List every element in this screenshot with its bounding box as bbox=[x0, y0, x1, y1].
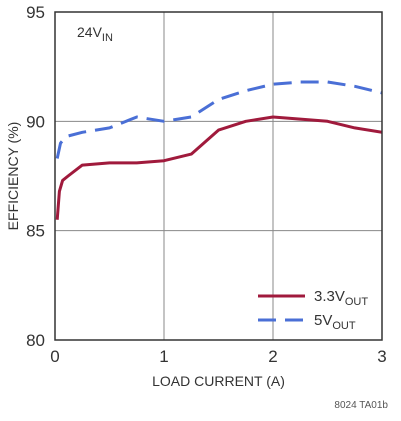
condition-annotation: 24VIN bbox=[77, 24, 113, 44]
tick-labels: 0 1 2 3 80 85 90 95 bbox=[26, 3, 387, 366]
y-axis-title: EFFICIENCY (%) bbox=[5, 122, 21, 231]
legend-label-main: 5V bbox=[314, 312, 332, 329]
y-tick-label: 80 bbox=[26, 331, 45, 350]
legend-label: 5VOUT bbox=[314, 312, 356, 332]
series-line-5v-out bbox=[55, 80, 383, 159]
x-tick-label: 1 bbox=[159, 347, 168, 366]
y-tick-label: 90 bbox=[26, 112, 45, 131]
x-axis-title: LOAD CURRENT (A) bbox=[152, 373, 285, 389]
figure-id-footnote: 8024 TA01b bbox=[334, 400, 388, 411]
condition-annotation-sub: IN bbox=[102, 32, 113, 44]
x-tick-label: 0 bbox=[50, 347, 59, 366]
series-lines bbox=[55, 80, 383, 220]
plot-frame bbox=[54, 11, 383, 341]
y-tick-label: 95 bbox=[26, 3, 45, 22]
x-tick-label: 3 bbox=[377, 347, 386, 366]
condition-annotation-main: 24V bbox=[77, 24, 103, 40]
legend-label-sub: OUT bbox=[332, 320, 356, 332]
legend-label: 3.3VOUT bbox=[314, 288, 368, 308]
legend-label-main: 3.3V bbox=[314, 288, 345, 305]
series-line-3v3-out bbox=[55, 115, 383, 220]
y-tick-label: 85 bbox=[26, 222, 45, 241]
x-tick-label: 2 bbox=[268, 347, 277, 366]
legend-label-sub: OUT bbox=[345, 296, 369, 308]
